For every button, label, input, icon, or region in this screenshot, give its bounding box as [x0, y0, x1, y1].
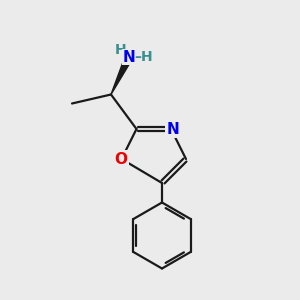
Text: –H: –H [135, 50, 153, 64]
Text: H: H [115, 43, 126, 56]
Text: N: N [123, 50, 135, 64]
Text: N: N [166, 122, 179, 136]
Polygon shape [111, 55, 133, 94]
Text: O: O [114, 152, 128, 166]
